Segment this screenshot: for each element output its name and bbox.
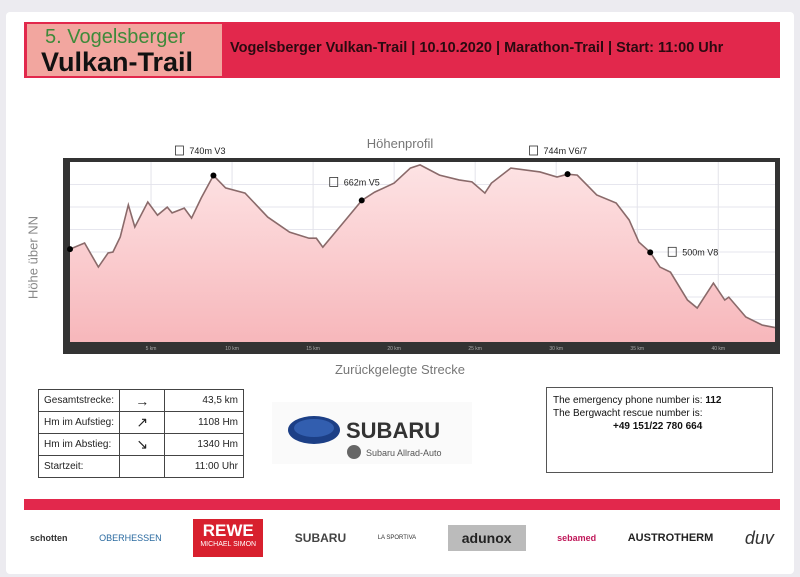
sponsor-logos: schotten OBERHESSEN REWE MICHAEL SIMON S… — [24, 516, 780, 560]
event-info: Vogelsberger Vulkan-Trail | 10.10.2020 |… — [230, 40, 724, 56]
rewe-sub: MICHAEL SIMON — [200, 541, 257, 548]
logo-rewe: REWE MICHAEL SIMON — [193, 519, 264, 557]
header-banner: 5. Vogelsberger Vulkan-Trail Vogelsberge… — [24, 22, 780, 78]
rescue-label: The Bergwacht rescue number is: — [553, 408, 703, 419]
aid-station-label: 740m V3 — [189, 146, 225, 156]
footer-stripe — [24, 499, 780, 510]
logo-oberhessen: OBERHESSEN — [99, 533, 162, 543]
stat-label: Hm im Abstieg: — [37, 433, 121, 456]
logo-subaru: SUBARU — [294, 531, 347, 545]
x-tick-label: 40 km — [711, 346, 725, 352]
stats-row: Gesamtstrecke: → 43,5 km — [37, 389, 244, 412]
x-axis-label: Zurückgelegte Strecke — [334, 362, 466, 377]
stat-value: 1340 Hm — [164, 433, 244, 456]
logo-sebamed: sebamed — [557, 533, 597, 543]
stat-value: 1108 Hm — [164, 411, 244, 434]
rescue-number: +49 151/22 780 664 — [613, 421, 703, 432]
aid-station-marker — [210, 172, 217, 179]
aid-station-marker — [564, 171, 571, 178]
elevation-chart: 5 km 10 km 15 km 20 km 25 km 30 km 35 km 40 km 7… — [63, 145, 780, 354]
aid-station-marker — [358, 197, 365, 204]
subaru-sponsor: SUBARU Subaru Allrad-Auto — [272, 402, 472, 464]
stat-value: 11:00 Uhr — [164, 455, 244, 478]
stat-value: 43,5 km — [164, 389, 244, 412]
arrow-right-icon: → — [119, 389, 166, 412]
aid-station-label: 500m V8 — [682, 247, 718, 257]
x-tick-label: 20 km — [387, 346, 401, 352]
x-tick-label: 15 km — [306, 346, 320, 352]
aid-station-icon — [175, 145, 184, 156]
aid-station-marker — [647, 249, 654, 256]
arrow-down-right-icon: ↘ — [119, 433, 166, 456]
rewe-text: REWE — [202, 521, 254, 540]
stats-row: Hm im Aufstieg: ↗ 1108 Hm — [37, 411, 244, 434]
logo-line2: Vulkan-Trail — [41, 47, 194, 77]
chart-title: Höhenprofil — [366, 136, 434, 151]
aid-station-icon — [329, 177, 339, 187]
x-tick-label: 5 km — [146, 346, 157, 352]
logo-la-sportiva: LA SPORTIVA — [377, 535, 417, 541]
emergency-info: The emergency phone number is: 112 The B… — [546, 387, 773, 473]
logo-line1: 5. Vogelsberger — [45, 26, 186, 48]
logo-duv: duv — [744, 527, 774, 548]
stat-label: Startzeit: — [37, 455, 121, 478]
x-tick-label: 10 km — [225, 346, 239, 352]
x-tick-label: 25 km — [468, 346, 482, 352]
aid-station-icon — [667, 246, 677, 257]
aid-station-label: 662m V5 — [344, 177, 380, 187]
stats-row: Startzeit: 11:00 Uhr — [37, 455, 244, 478]
subaru-logo-icon: SUBARU Subaru Allrad-Auto — [288, 416, 442, 459]
event-logo: 5. Vogelsberger Vulkan-Trail — [27, 24, 222, 77]
logo-adunox: adunox — [447, 525, 526, 551]
elevation-line — [69, 164, 776, 329]
aid-station-label: 744m V6/7 — [544, 146, 588, 156]
emergency-label: The emergency phone number is: — [553, 395, 706, 406]
elevation-area — [70, 164, 775, 342]
x-tick-label: 35 km — [630, 346, 644, 352]
stat-label: Gesamtstrecke: — [37, 389, 121, 412]
stats-table: Gesamtstrecke: → 43,5 km Hm im Aufstieg: ↗ 11… — [37, 389, 244, 478]
x-tick-label: 30 km — [549, 346, 563, 352]
logo-austrotherm: AUSTROTHERM — [627, 532, 714, 544]
stats-row: Hm im Abstieg: ↘ 1340 Hm — [37, 433, 244, 456]
aid-station-icon — [529, 145, 538, 156]
sponsor-sub: Subaru Allrad-Auto — [366, 448, 442, 458]
arrow-up-right-icon: ↗ — [119, 411, 166, 434]
emergency-number: 112 — [705, 395, 722, 406]
stat-label: Hm im Aufstieg: — [37, 411, 121, 434]
start-marker — [67, 246, 73, 253]
sponsor-name: SUBARU — [346, 418, 440, 443]
empty-cell — [119, 455, 166, 478]
logo-schotten: schotten — [30, 533, 68, 543]
